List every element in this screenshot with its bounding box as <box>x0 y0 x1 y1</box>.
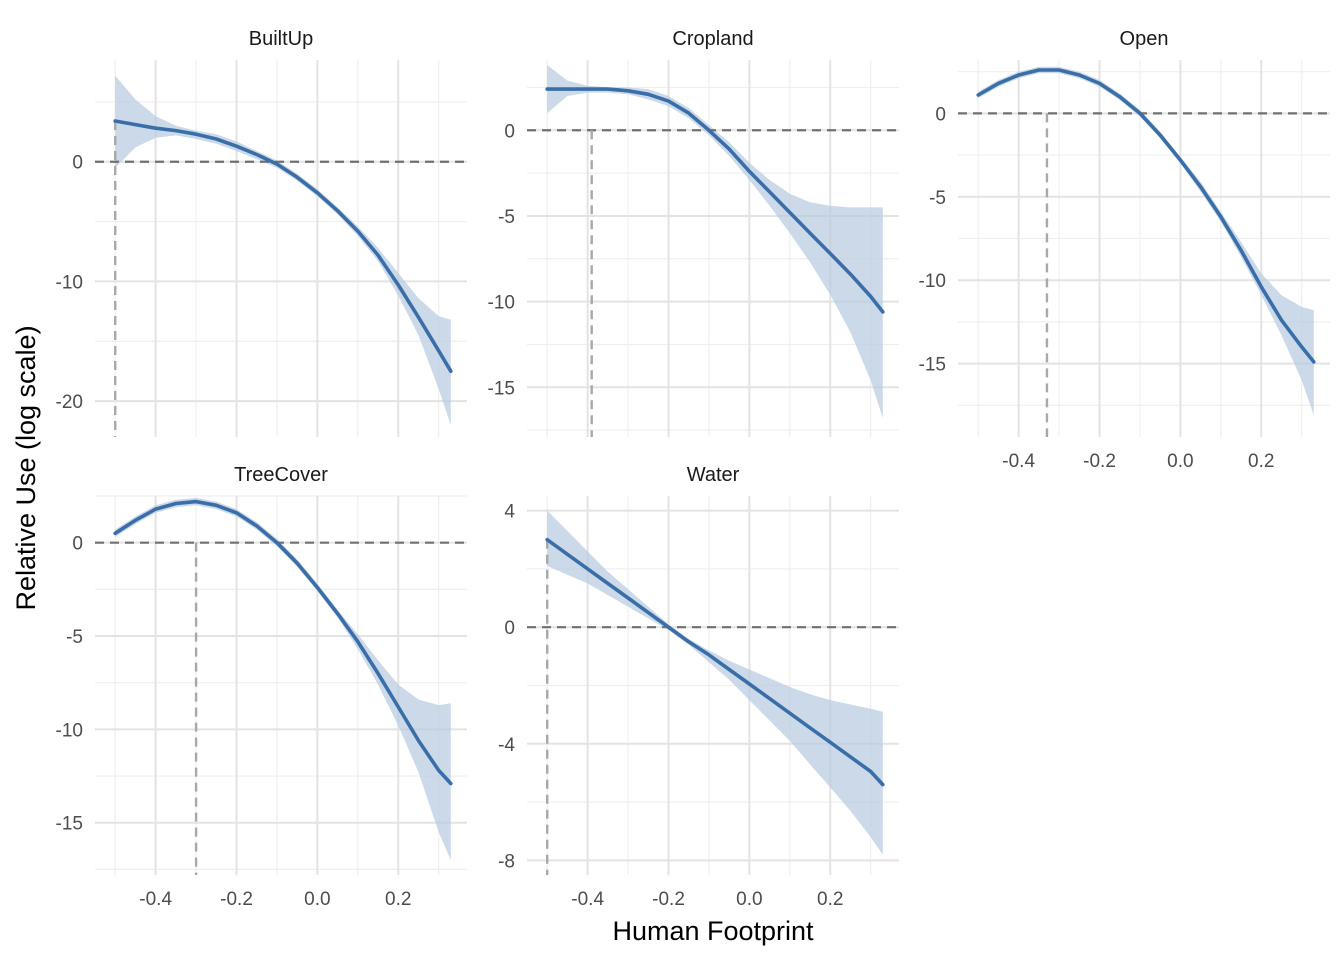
y-tick-label: 4 <box>504 502 515 523</box>
y-tick-label: -10 <box>919 271 946 292</box>
y-tick-label: -10 <box>56 272 83 293</box>
panel-cropland: Cropland 0 -5 -10 -15 <box>488 28 899 437</box>
y-tick-label: -15 <box>488 378 515 399</box>
fitted-line-builtup <box>113 119 453 373</box>
panel-treecover: TreeCover 0 -5 -10 -15 -0.4 -0.2 0.0 0.2 <box>56 464 467 910</box>
x-axis-title: Human Footprint <box>612 916 814 946</box>
x-tick-label: -0.2 <box>652 889 685 910</box>
x-tick-label: -0.4 <box>571 889 604 910</box>
panel-water: Water 4 0 -4 -8 -0.4 -0.2 0.0 0.2 <box>498 464 899 910</box>
x-tick-label: 0.2 <box>817 889 843 910</box>
y-tick-label: -20 <box>56 392 83 413</box>
x-tick-label: 0.0 <box>736 889 762 910</box>
fitted-line-open <box>976 68 1316 364</box>
confidence-ribbon-cropland <box>547 65 883 419</box>
y-tick-label: 0 <box>504 121 515 142</box>
panel-title-treecover: TreeCover <box>234 464 328 486</box>
y-tick-label: -15 <box>56 814 83 835</box>
y-tick-label: 0 <box>72 153 83 174</box>
panel-title-water: Water <box>687 464 740 486</box>
y-tick-label: -5 <box>498 207 515 228</box>
panel-title-open: Open <box>1120 28 1169 50</box>
x-tick-label: 0.0 <box>1167 451 1193 472</box>
panel-builtup: BuiltUp 0 -10 -20 <box>56 28 467 437</box>
x-tick-label: -0.4 <box>139 889 172 910</box>
x-tick-label: 0.0 <box>304 889 330 910</box>
y-axis-title: Relative Use (log scale) <box>11 325 41 610</box>
y-tick-label: -5 <box>66 627 83 648</box>
panel-open: Open 0 -5 -10 -15 -0.4 -0.2 0.0 0.2 <box>919 28 1330 472</box>
y-tick-label: -15 <box>919 355 946 376</box>
y-tick-label: -10 <box>56 720 83 741</box>
x-tick-label: 0.2 <box>1248 451 1274 472</box>
fitted-line-cropland <box>545 87 885 314</box>
y-tick-label: 0 <box>935 104 946 125</box>
confidence-ribbon-water <box>547 510 883 855</box>
y-tick-label: 0 <box>504 618 515 639</box>
y-tick-label: 0 <box>72 534 83 555</box>
panel-title-builtup: BuiltUp <box>249 28 313 50</box>
confidence-ribbon-treecover <box>115 497 451 861</box>
x-tick-label: -0.2 <box>220 889 253 910</box>
y-tick-label: -8 <box>498 851 515 872</box>
x-tick-label: -0.2 <box>1083 451 1116 472</box>
panel-title-cropland: Cropland <box>672 28 753 50</box>
y-tick-label: -10 <box>488 293 515 314</box>
x-tick-label: 0.2 <box>385 889 411 910</box>
fitted-line-treecover <box>113 499 453 786</box>
y-tick-label: -5 <box>929 188 946 209</box>
y-tick-label: -4 <box>498 735 515 756</box>
x-tick-label: -0.4 <box>1002 451 1035 472</box>
fitted-line-water <box>545 537 885 787</box>
